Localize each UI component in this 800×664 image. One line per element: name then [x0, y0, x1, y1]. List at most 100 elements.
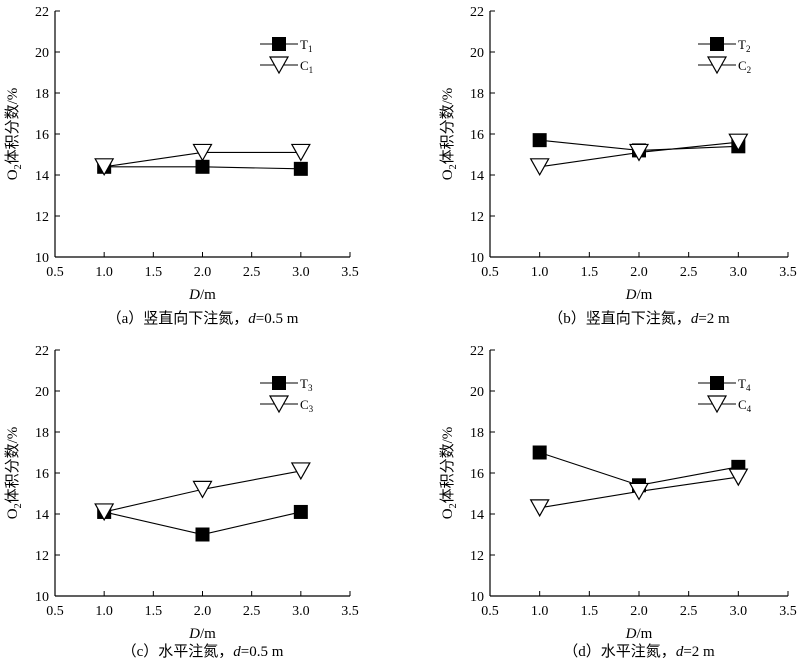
legend-marker-T1	[272, 37, 286, 51]
y-axis-label: O2体积分数/%	[439, 88, 459, 181]
legend-marker-C1	[268, 56, 290, 75]
legend-marker-C3	[268, 395, 290, 414]
x-tick-label: 1.5	[581, 604, 599, 619]
legend-label-C4: C4	[738, 397, 752, 414]
x-tick-label: 0.5	[481, 265, 499, 280]
x-tick-label: 3.0	[292, 604, 310, 619]
x-tick-label: 0.5	[46, 265, 64, 280]
x-tick-label: 1.0	[95, 604, 113, 619]
x-tick-label: 2.5	[680, 265, 698, 280]
data-point-C3	[192, 480, 213, 499]
y-tick-label: 14	[35, 508, 49, 523]
y-tick-label: 14	[35, 169, 49, 184]
data-point-C1	[290, 143, 311, 162]
y-tick-label: 14	[470, 169, 484, 184]
legend-marker-C2	[706, 56, 728, 75]
y-tick-label: 22	[470, 344, 484, 359]
x-tick-label: 3.0	[730, 265, 748, 280]
data-point-C2	[728, 133, 749, 152]
x-axis-label: D/m	[188, 626, 216, 642]
data-point-T1	[293, 161, 308, 176]
y-tick-label: 12	[470, 549, 484, 564]
data-point-C1	[94, 158, 115, 177]
data-point-T4	[532, 445, 547, 460]
y-tick-label: 16	[35, 128, 49, 143]
x-tick-label: 0.5	[46, 604, 64, 619]
y-tick-label: 14	[470, 508, 484, 523]
x-axis-label: D/m	[188, 287, 216, 303]
legend-label-T3: T3	[300, 376, 313, 393]
y-tick-label: 16	[470, 467, 484, 482]
x-tick-label: 1.5	[145, 265, 163, 280]
x-tick-label: 3.5	[779, 265, 797, 280]
y-tick-label: 16	[35, 467, 49, 482]
data-point-C3	[94, 503, 115, 522]
data-point-C1	[192, 143, 213, 162]
data-point-T2	[532, 133, 547, 148]
x-tick-label: 2.5	[243, 265, 261, 280]
x-tick-label: 2.0	[194, 604, 212, 619]
x-tick-label: 2.5	[243, 604, 261, 619]
x-axis-label: D/m	[625, 287, 653, 303]
data-point-T3	[293, 504, 308, 519]
y-tick-label: 12	[470, 210, 484, 225]
y-tick-label: 20	[35, 46, 49, 61]
x-tick-label: 3.5	[341, 604, 359, 619]
panel-caption: （d）水平注氮，d=2 m	[563, 643, 715, 660]
y-tick-label: 22	[470, 5, 484, 20]
x-tick-label: 3.0	[730, 604, 748, 619]
data-point-T3	[195, 527, 210, 542]
y-tick-label: 18	[35, 426, 49, 441]
legend-marker-T4	[710, 376, 724, 390]
y-axis-label: O2体积分数/%	[4, 427, 24, 520]
y-tick-label: 12	[35, 549, 49, 564]
x-tick-label: 1.5	[145, 604, 163, 619]
data-point-C2	[628, 143, 650, 162]
chart-panel-4: 10 12 14 16 18 20 22 0.5 1.0 1.5 2.0 2.5 3.0 3.5 D/m O2…	[439, 344, 797, 660]
y-tick-label: 22	[35, 5, 49, 20]
x-tick-label: 2.0	[630, 265, 648, 280]
y-axis-label: O2体积分数/%	[439, 427, 459, 520]
y-tick-label: 18	[470, 87, 484, 102]
y-tick-label: 22	[35, 344, 49, 359]
x-tick-label: 3.5	[341, 265, 359, 280]
x-tick-label: 1.0	[531, 265, 549, 280]
chart-panel-3: 10 12 14 16 18 20 22 0.5 1.0 1.5 2.0 2.5 3.0 3.5 D/m O2…	[4, 344, 359, 660]
panel-caption: （a）竖直向下注氮，d=0.5 m	[107, 310, 299, 327]
y-tick-label: 20	[470, 46, 484, 61]
y-axis-label: O2体积分数/%	[4, 88, 24, 181]
y-tick-label: 18	[470, 426, 484, 441]
panel-caption: （b）竖直向下注氮，d=2 m	[548, 310, 730, 327]
y-tick-label: 20	[35, 385, 49, 400]
legend-label-C2: C2	[738, 58, 751, 75]
chart-panel-1: 10 12 14 16 18 20 22 0.5 1.0 1.5 2.0 2.5 3.0 3.5 D/m O2…	[4, 5, 359, 327]
legend-label-T1: T1	[300, 37, 312, 54]
y-tick-label: 10	[35, 590, 49, 605]
data-point-T1	[195, 159, 210, 174]
x-tick-label: 2.0	[630, 604, 648, 619]
legend-marker-T3	[272, 376, 286, 390]
panel-caption: （c）水平注氮，d=0.5 m	[122, 643, 284, 660]
legend-label-C1: C1	[300, 58, 313, 75]
y-tick-label: 12	[35, 210, 49, 225]
x-tick-label: 1.0	[95, 265, 113, 280]
chart-panel-2: 10 12 14 16 18 20 22 0.5 1.0 1.5 2.0 2.5 3.0 3.5 D/m O2…	[439, 5, 797, 327]
data-point-C2	[529, 158, 550, 177]
y-tick-label: 18	[35, 87, 49, 102]
x-tick-label: 1.0	[531, 604, 549, 619]
y-tick-label: 10	[470, 590, 484, 605]
y-tick-label: 10	[35, 251, 49, 266]
x-tick-label: 3.0	[292, 265, 310, 280]
y-tick-label: 20	[470, 385, 484, 400]
legend-marker-T2	[710, 37, 724, 51]
y-tick-label: 16	[470, 128, 484, 143]
x-tick-label: 3.5	[779, 604, 797, 619]
data-point-C3	[290, 462, 311, 481]
data-point-C4	[529, 499, 550, 518]
x-tick-label: 0.5	[481, 604, 499, 619]
x-tick-label: 2.5	[680, 604, 698, 619]
legend-label-T4: T4	[738, 376, 751, 393]
x-tick-label: 2.0	[194, 265, 212, 280]
legend-label-C3: C3	[300, 397, 314, 414]
